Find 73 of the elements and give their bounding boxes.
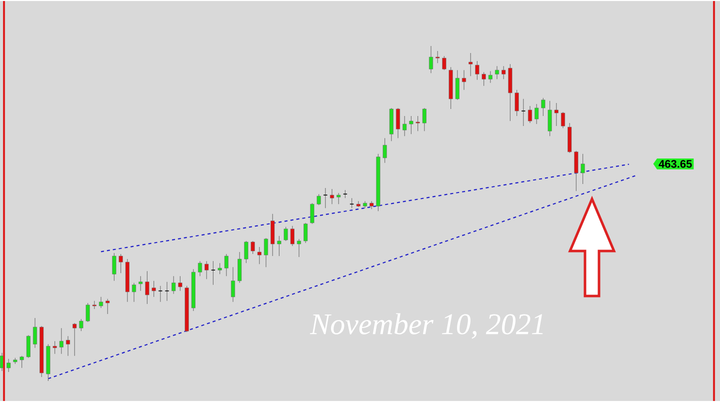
candlestick xyxy=(52,340,57,354)
candlestick xyxy=(402,116,407,136)
candlestick xyxy=(534,104,539,124)
candlestick xyxy=(257,246,262,264)
candlestick xyxy=(178,276,182,292)
candlestick xyxy=(66,336,70,356)
candlestick xyxy=(138,276,143,292)
candlestick xyxy=(204,260,209,280)
candlestick xyxy=(224,254,228,276)
candlestick xyxy=(462,70,466,90)
candlestick xyxy=(323,188,328,208)
candlestick xyxy=(475,60,480,80)
candlestick xyxy=(409,116,414,134)
candlestick xyxy=(514,90,519,116)
candlestick xyxy=(396,108,400,138)
candlestick xyxy=(132,282,136,302)
candlestick xyxy=(554,102,558,126)
candlestick xyxy=(244,240,248,264)
candlestick xyxy=(310,202,314,224)
candlestick xyxy=(548,100,552,136)
candlestick xyxy=(270,214,275,256)
candlestick xyxy=(72,322,77,356)
candlestick xyxy=(99,296,103,308)
candlestick xyxy=(231,266,235,302)
candlestick xyxy=(330,188,334,204)
candlestick xyxy=(528,106,532,124)
candlestick xyxy=(33,318,37,348)
candlestick xyxy=(79,318,84,332)
candlestick xyxy=(297,238,301,258)
candlestick xyxy=(112,252,116,282)
candlestick xyxy=(561,112,566,128)
candlestick xyxy=(59,328,64,354)
candlestick xyxy=(277,236,282,256)
candlestick xyxy=(158,286,163,302)
candlestick xyxy=(218,262,222,274)
candlestick xyxy=(106,298,110,314)
candlestick xyxy=(284,226,288,242)
candlestick xyxy=(468,52,473,76)
candlestick xyxy=(26,334,30,358)
text: 463.65 xyxy=(658,160,692,168)
candlestick xyxy=(316,194,321,206)
candlestick xyxy=(521,98,526,126)
candlestick xyxy=(382,138,387,164)
candlestick xyxy=(429,46,434,74)
candlestick xyxy=(336,192,341,204)
candlestick xyxy=(541,98,546,116)
candlestick xyxy=(455,70,460,100)
candlestick xyxy=(238,252,242,284)
candlestick xyxy=(172,276,176,294)
candlestick xyxy=(6,358,11,372)
candlestick xyxy=(436,50,440,64)
candlestick xyxy=(416,116,420,132)
candlestick xyxy=(250,240,255,254)
candlestick xyxy=(264,238,268,268)
candlestick xyxy=(422,108,426,132)
candlestick xyxy=(482,72,486,86)
candlestick xyxy=(304,222,308,244)
candlestick xyxy=(290,226,294,246)
candlestick xyxy=(495,66,500,80)
candlestick xyxy=(442,56,446,70)
candlestick xyxy=(86,302,90,322)
candlestick xyxy=(198,260,202,276)
candlestick xyxy=(580,154,585,184)
candlestick xyxy=(488,70,492,84)
candlestick xyxy=(210,260,216,286)
candlestick xyxy=(502,66,506,80)
candlestick xyxy=(118,254,123,274)
candlestick xyxy=(574,150,578,192)
candlestick xyxy=(20,356,24,368)
candlestick xyxy=(152,280,156,298)
candlestick xyxy=(145,270,150,304)
candlestick xyxy=(164,282,170,302)
candlestick xyxy=(350,198,354,208)
